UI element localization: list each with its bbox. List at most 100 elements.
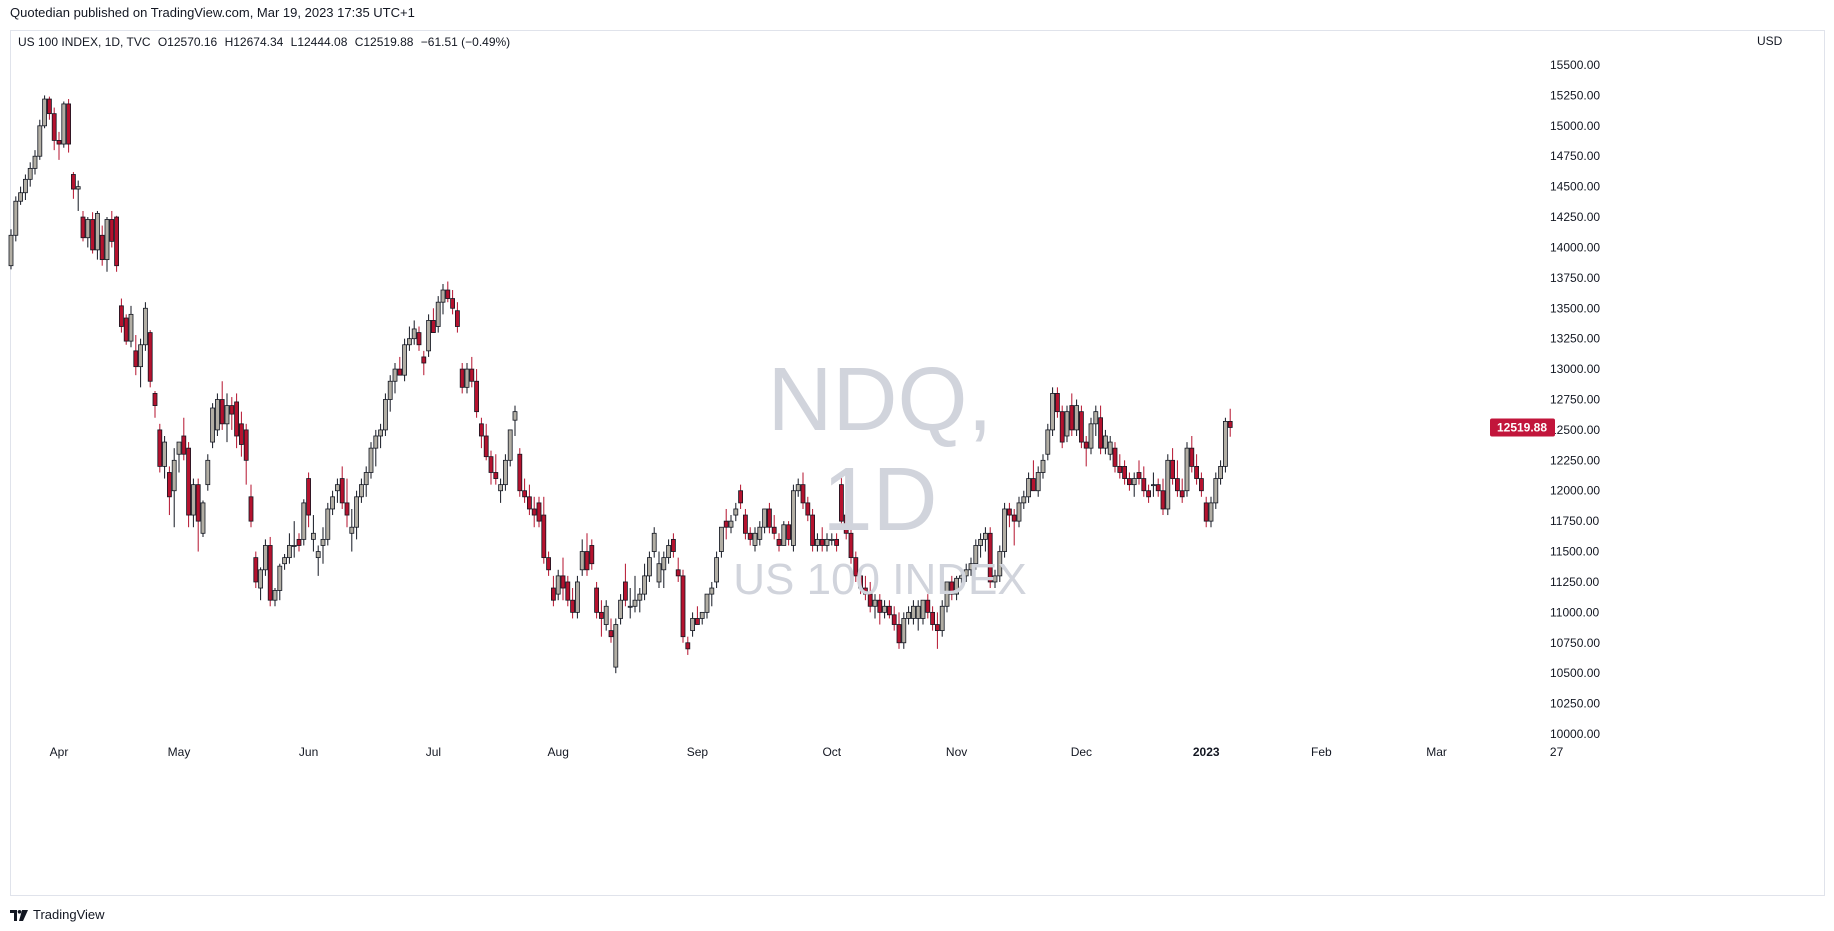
candle: [771, 515, 777, 540]
candle: [243, 423, 249, 485]
candle: [911, 600, 916, 625]
candle: [157, 423, 163, 473]
candle-body: [435, 301, 441, 327]
candle-body: [306, 478, 312, 516]
candle-body: [887, 605, 892, 616]
candle-body: [757, 526, 763, 540]
time-tick-label: Aug: [548, 745, 569, 759]
candle-body: [85, 219, 91, 239]
candle-body: [680, 575, 686, 638]
candle-body: [978, 538, 983, 546]
candle-body: [61, 103, 67, 145]
candle-body: [282, 557, 288, 565]
candle-body: [330, 496, 336, 510]
legend-symbol[interactable]: US 100 INDEX, 1D, TVC: [18, 35, 151, 49]
candle-body: [99, 234, 105, 261]
candle-body: [1131, 478, 1137, 486]
candle-body: [392, 368, 398, 382]
candle: [1040, 454, 1046, 479]
candle-body: [157, 429, 163, 467]
candle-body: [310, 532, 316, 540]
candle-body: [262, 545, 268, 571]
candle-body: [589, 545, 595, 565]
candle-body: [1199, 478, 1204, 492]
candle: [248, 484, 254, 528]
legend-low: L12444.08: [290, 35, 348, 49]
candle: [71, 172, 76, 199]
candle: [1227, 408, 1233, 437]
candle: [190, 478, 196, 528]
candle: [296, 533, 302, 552]
candle: [186, 442, 192, 528]
candle: [330, 490, 336, 516]
candle: [224, 393, 230, 443]
candle-body: [618, 599, 623, 619]
candle-body: [138, 344, 144, 368]
candle: [354, 490, 360, 540]
candle-body: [719, 526, 724, 552]
chart-frame[interactable]: [10, 30, 1825, 896]
candle: [819, 527, 825, 552]
candle: [987, 527, 993, 589]
candle: [1045, 423, 1051, 461]
candle-body: [637, 593, 643, 601]
candle-body: [363, 472, 369, 486]
candle: [767, 502, 772, 534]
time-tick-label: Jul: [426, 745, 441, 759]
candle-body: [527, 496, 532, 510]
candle: [334, 478, 340, 503]
candle: [1213, 472, 1219, 509]
candle-body: [930, 611, 935, 625]
candle: [459, 363, 465, 394]
time-tick-label: Mar: [1426, 745, 1447, 759]
candle-body: [623, 581, 628, 601]
candle: [1136, 460, 1142, 485]
candle-body: [786, 524, 791, 540]
candle-body: [1122, 465, 1127, 479]
candle-body: [944, 581, 950, 607]
candle-body: [829, 538, 835, 541]
candle: [1179, 478, 1185, 503]
candle: [430, 308, 436, 334]
publish-line: Quotedian published on TradingView.com, …: [10, 5, 415, 20]
candle: [234, 393, 240, 449]
price-tick-label: 10500.00: [1550, 666, 1600, 680]
candle-body: [1093, 411, 1099, 425]
candle: [114, 215, 119, 272]
footer-brand[interactable]: TradingView: [10, 906, 105, 924]
candle-body: [531, 508, 537, 516]
candle-body: [901, 618, 907, 644]
candle-body: [507, 429, 513, 461]
candle: [594, 581, 599, 619]
last-price-label: 12519.88: [1497, 420, 1547, 434]
candle: [752, 527, 758, 552]
candle: [685, 636, 691, 655]
candle: [1007, 502, 1012, 528]
candle: [608, 618, 614, 643]
candle-body: [1031, 478, 1036, 492]
candle-body: [56, 140, 62, 145]
candle: [47, 96, 52, 120]
candle: [450, 290, 456, 315]
candle: [1026, 472, 1031, 503]
time-axis: Apr May Jun Jul Aug Sep Oct Nov Dec 2023 Feb Mar 27: [50, 745, 1564, 759]
candle-body: [603, 605, 609, 625]
candle-body: [114, 216, 119, 267]
candle: [1155, 478, 1161, 497]
candle-body: [704, 593, 710, 613]
candle-body: [258, 569, 264, 589]
candle: [1064, 405, 1070, 443]
candle: [829, 533, 835, 546]
candle: [306, 472, 312, 528]
candle-body: [546, 557, 551, 571]
currency-label[interactable]: USD: [1757, 34, 1783, 48]
candle-body: [1117, 465, 1123, 473]
last-price-marker: 12519.88: [1490, 418, 1555, 437]
candle: [517, 448, 523, 497]
time-tick-label: Oct: [822, 745, 841, 759]
candle-body: [397, 368, 403, 376]
candle-body: [959, 575, 964, 579]
legend-high: H12674.34: [224, 35, 284, 49]
candle-body: [243, 429, 249, 461]
